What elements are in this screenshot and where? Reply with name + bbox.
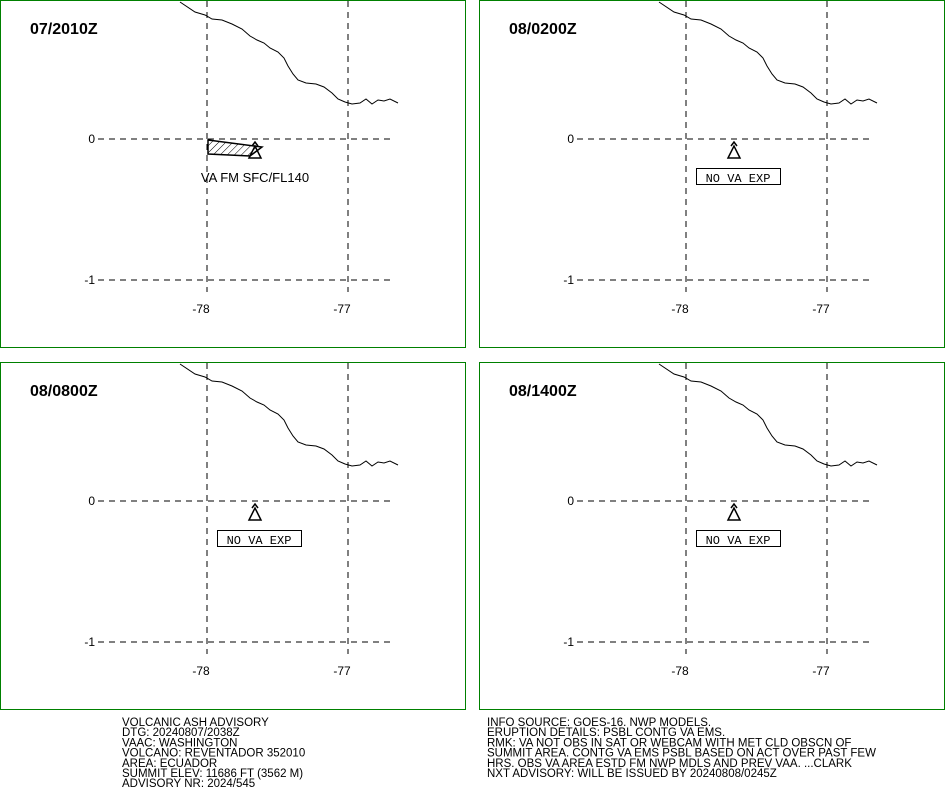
advisory-text: AREA: ECUADOR xyxy=(122,758,217,770)
advisory-text: NXT ADVISORY: WILL BE ISSUED BY 20240808… xyxy=(487,768,777,780)
panel-title: 07/2010Z xyxy=(30,21,98,38)
latitude-label: 0 xyxy=(88,132,95,146)
longitude-label: -77 xyxy=(812,664,830,678)
advisory-text: VOLCANIC ASH ADVISORY xyxy=(122,717,269,729)
ash-annotation: NO VA EXP xyxy=(706,172,771,186)
advisory-text: SUMMIT ELEV: 11686 FT (3562 M) xyxy=(122,768,303,780)
coastline xyxy=(658,363,878,467)
latitude-label: -1 xyxy=(84,273,95,287)
coastline xyxy=(179,1,399,105)
panel-title: 08/0800Z xyxy=(30,383,98,400)
ash-annotation: VA FM SFC/FL140 xyxy=(201,170,309,185)
ash-annotation: NO VA EXP xyxy=(706,534,771,548)
panel-title: 08/1400Z xyxy=(509,383,577,400)
latitude-label: -1 xyxy=(84,635,95,649)
coastline xyxy=(179,363,399,467)
longitude-label: -78 xyxy=(671,664,689,678)
advisory-text: ADVISORY NR: 2024/545 xyxy=(122,778,255,790)
panel-title: 08/0200Z xyxy=(509,21,577,38)
advisory-text: DTG: 20240807/2038Z xyxy=(122,727,240,739)
panel-border xyxy=(479,362,945,710)
latitude-label: -1 xyxy=(563,635,574,649)
map-panel: -78 -77 0 -1 08/0800Z NO VA EXP xyxy=(0,362,466,710)
advisory-text: ERUPTION DETAILS: PSBL CONTG VA EMS. xyxy=(487,727,725,739)
advisory-text: SUMMIT AREA. CONTG VA EMS PSBL BASED ON … xyxy=(487,748,876,760)
advisory-text: INFO SOURCE: GOES-16. NWP MODELS. xyxy=(487,717,711,729)
longitude-label: -77 xyxy=(812,302,830,316)
advisory-text: RMK: VA NOT OBS IN SAT OR WEBCAM WITH ME… xyxy=(487,737,851,749)
latitude-label: 0 xyxy=(567,132,574,146)
annotation-box xyxy=(696,530,781,547)
longitude-label: -77 xyxy=(333,664,351,678)
map-panel: -78 -77 0 -1 07/2010Z VA FM SFC/FL140 xyxy=(0,0,466,348)
volcano-symbol xyxy=(726,502,742,521)
advisory-text: HRS. OBS VA AREA ESTD FM NWP MDLS AND PR… xyxy=(487,758,852,770)
advisory-text: VOLCANO: REVENTADOR 352010 xyxy=(122,748,305,760)
map-panel: -78 -77 0 -1 08/0200Z NO VA EXP xyxy=(479,0,945,348)
longitude-label: -78 xyxy=(192,302,210,316)
latitude-label: 0 xyxy=(567,494,574,508)
ash-annotation: NO VA EXP xyxy=(227,534,292,548)
volcano-symbol xyxy=(247,140,263,159)
coastline xyxy=(658,1,878,105)
map-panel: -78 -77 0 -1 08/1400Z NO VA EXP xyxy=(479,362,945,710)
annotation-box xyxy=(217,530,302,547)
annotation-box xyxy=(696,168,781,185)
volcano-symbol xyxy=(247,502,263,521)
latitude-label: 0 xyxy=(88,494,95,508)
panel-border xyxy=(0,362,466,710)
longitude-label: -77 xyxy=(333,302,351,316)
volcano-symbol xyxy=(726,140,742,159)
longitude-label: -78 xyxy=(192,664,210,678)
latitude-label: -1 xyxy=(563,273,574,287)
panel-border xyxy=(479,0,945,348)
advisory-text: VAAC: WASHINGTON xyxy=(122,737,237,749)
longitude-label: -78 xyxy=(671,302,689,316)
panel-border xyxy=(0,0,466,348)
